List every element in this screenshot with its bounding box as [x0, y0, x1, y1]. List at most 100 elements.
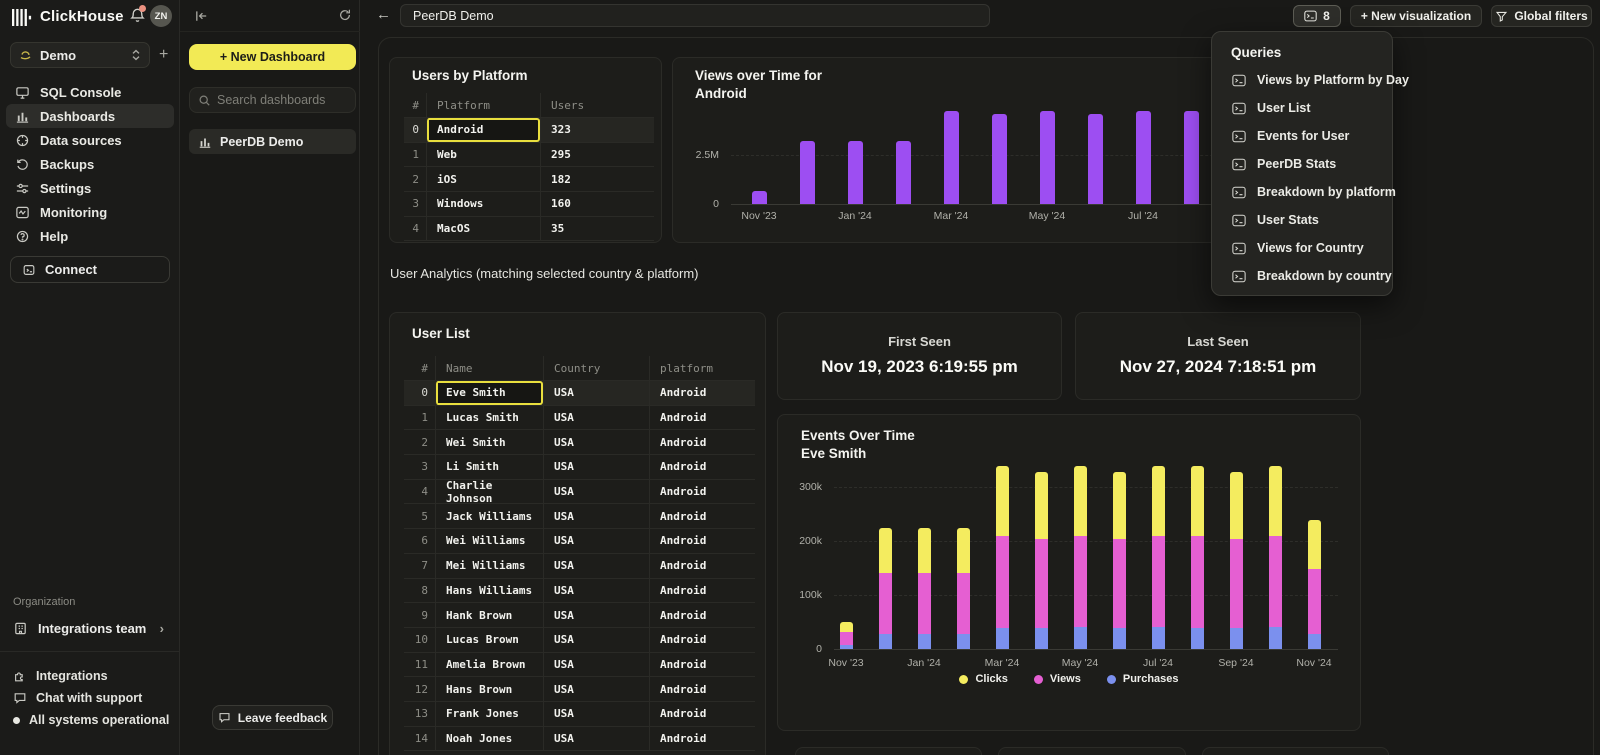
bar-segment[interactable]: [1113, 539, 1126, 628]
bar-segment[interactable]: [1308, 634, 1321, 649]
collapse-panel-icon[interactable]: [194, 9, 209, 23]
bar-segment[interactable]: [1308, 520, 1321, 569]
add-service-button[interactable]: +: [159, 47, 168, 63]
bar-segment[interactable]: [1152, 627, 1165, 649]
bar-segment[interactable]: [996, 466, 1009, 536]
bar-segment[interactable]: [1230, 472, 1243, 539]
search-dashboards-input[interactable]: [217, 93, 337, 107]
leave-feedback-button[interactable]: Leave feedback: [212, 705, 333, 730]
table-cell[interactable]: Li Smith: [435, 455, 543, 479]
sidebar-item-system-status[interactable]: All systems operational: [6, 709, 174, 731]
bar-segment[interactable]: [1308, 569, 1321, 634]
table-cell[interactable]: USA: [543, 579, 649, 603]
table-cell[interactable]: Frank Jones: [435, 702, 543, 726]
table-cell[interactable]: Hans Brown: [435, 677, 543, 701]
bar-segment[interactable]: [1230, 628, 1243, 649]
table-cell[interactable]: 10: [404, 628, 435, 652]
sidebar-item-backups[interactable]: Backups: [6, 152, 174, 176]
query-item[interactable]: Breakdown by country: [1232, 264, 1382, 288]
query-item[interactable]: PeerDB Stats: [1232, 152, 1382, 176]
sidebar-item-chat-support[interactable]: Chat with support: [6, 687, 174, 709]
back-arrow-icon[interactable]: ←: [376, 6, 391, 23]
bar[interactable]: [896, 141, 911, 204]
bar-segment[interactable]: [879, 634, 892, 649]
notifications-bell-icon[interactable]: [129, 7, 146, 24]
bar-segment[interactable]: [840, 622, 853, 632]
table-cell[interactable]: 11: [404, 653, 435, 677]
bar-segment[interactable]: [1230, 539, 1243, 628]
table-cell[interactable]: 1: [404, 143, 426, 167]
table-cell[interactable]: 4: [404, 217, 426, 241]
dashboard-title-input[interactable]: [400, 4, 990, 27]
bar-segment[interactable]: [1035, 628, 1048, 649]
table-cell[interactable]: USA: [543, 702, 649, 726]
bar-segment[interactable]: [1269, 536, 1282, 628]
table-cell[interactable]: Wei Smith: [435, 430, 543, 454]
bar-segment[interactable]: [1113, 472, 1126, 539]
table-cell[interactable]: 5: [404, 504, 435, 528]
bar[interactable]: [1136, 111, 1151, 204]
sidebar-item-help[interactable]: Help: [6, 224, 174, 248]
bar-segment[interactable]: [1074, 466, 1087, 535]
table-cell[interactable]: Android: [649, 381, 755, 405]
table-cell[interactable]: Web: [426, 143, 540, 167]
table-cell[interactable]: Android: [649, 628, 755, 652]
bar-segment[interactable]: [1191, 466, 1204, 536]
table-cell[interactable]: Jack Williams: [435, 504, 543, 528]
table-cell[interactable]: 6: [404, 529, 435, 553]
table-cell[interactable]: 182: [540, 167, 654, 191]
table-cell[interactable]: Lucas Brown: [435, 628, 543, 652]
table-cell[interactable]: 295: [540, 143, 654, 167]
table-cell[interactable]: 0: [404, 381, 435, 405]
search-dashboards-box[interactable]: [189, 87, 356, 113]
bar-segment[interactable]: [879, 528, 892, 574]
table-cell[interactable]: USA: [543, 677, 649, 701]
table-cell[interactable]: Windows: [426, 192, 540, 216]
new-visualization-button[interactable]: + New visualization: [1350, 5, 1482, 27]
bar-segment[interactable]: [996, 628, 1009, 649]
table-cell[interactable]: 160: [540, 192, 654, 216]
table-cell[interactable]: 7: [404, 554, 435, 578]
connect-button[interactable]: Connect: [10, 256, 170, 283]
queries-count-button[interactable]: 8: [1293, 5, 1341, 27]
table-cell[interactable]: Android: [649, 455, 755, 479]
bar-segment[interactable]: [918, 528, 931, 574]
table-cell[interactable]: 9: [404, 603, 435, 627]
bar-segment[interactable]: [1152, 536, 1165, 628]
table-cell[interactable]: 1: [404, 406, 435, 430]
table-cell[interactable]: USA: [543, 603, 649, 627]
new-dashboard-button[interactable]: + New Dashboard: [189, 44, 356, 70]
table-cell[interactable]: 35: [540, 217, 654, 241]
bar-segment[interactable]: [1035, 472, 1048, 539]
table-cell[interactable]: Wei Williams: [435, 529, 543, 553]
table-cell[interactable]: Android: [649, 603, 755, 627]
bar-segment[interactable]: [840, 632, 853, 645]
avatar[interactable]: ZN: [150, 5, 172, 27]
global-filters-button[interactable]: Global filters: [1491, 5, 1592, 27]
bar-segment[interactable]: [1113, 628, 1126, 649]
bar[interactable]: [800, 141, 815, 204]
bar-segment[interactable]: [1269, 466, 1282, 535]
table-cell[interactable]: Android: [649, 579, 755, 603]
table-cell[interactable]: 0: [404, 118, 426, 142]
table-cell[interactable]: 323: [540, 118, 654, 142]
table-cell[interactable]: Android: [649, 677, 755, 701]
table-cell[interactable]: Android: [649, 554, 755, 578]
bar-segment[interactable]: [1074, 536, 1087, 628]
bar-segment[interactable]: [1269, 627, 1282, 649]
bar[interactable]: [944, 111, 959, 204]
sidebar-item-dashboards[interactable]: Dashboards: [6, 104, 174, 128]
table-cell[interactable]: Eve Smith: [435, 381, 543, 405]
bar-segment[interactable]: [1191, 628, 1204, 649]
table-cell[interactable]: Android: [649, 653, 755, 677]
table-cell[interactable]: Amelia Brown: [435, 653, 543, 677]
table-cell[interactable]: Mei Williams: [435, 554, 543, 578]
bar[interactable]: [992, 114, 1007, 204]
sidebar-item-organization-team[interactable]: Integrations team ›: [6, 615, 174, 641]
table-cell[interactable]: USA: [543, 554, 649, 578]
bar[interactable]: [1088, 114, 1103, 204]
bar-segment[interactable]: [957, 528, 970, 574]
sidebar-item-monitoring[interactable]: Monitoring: [6, 200, 174, 224]
table-cell[interactable]: Android: [649, 702, 755, 726]
table-cell[interactable]: USA: [543, 653, 649, 677]
